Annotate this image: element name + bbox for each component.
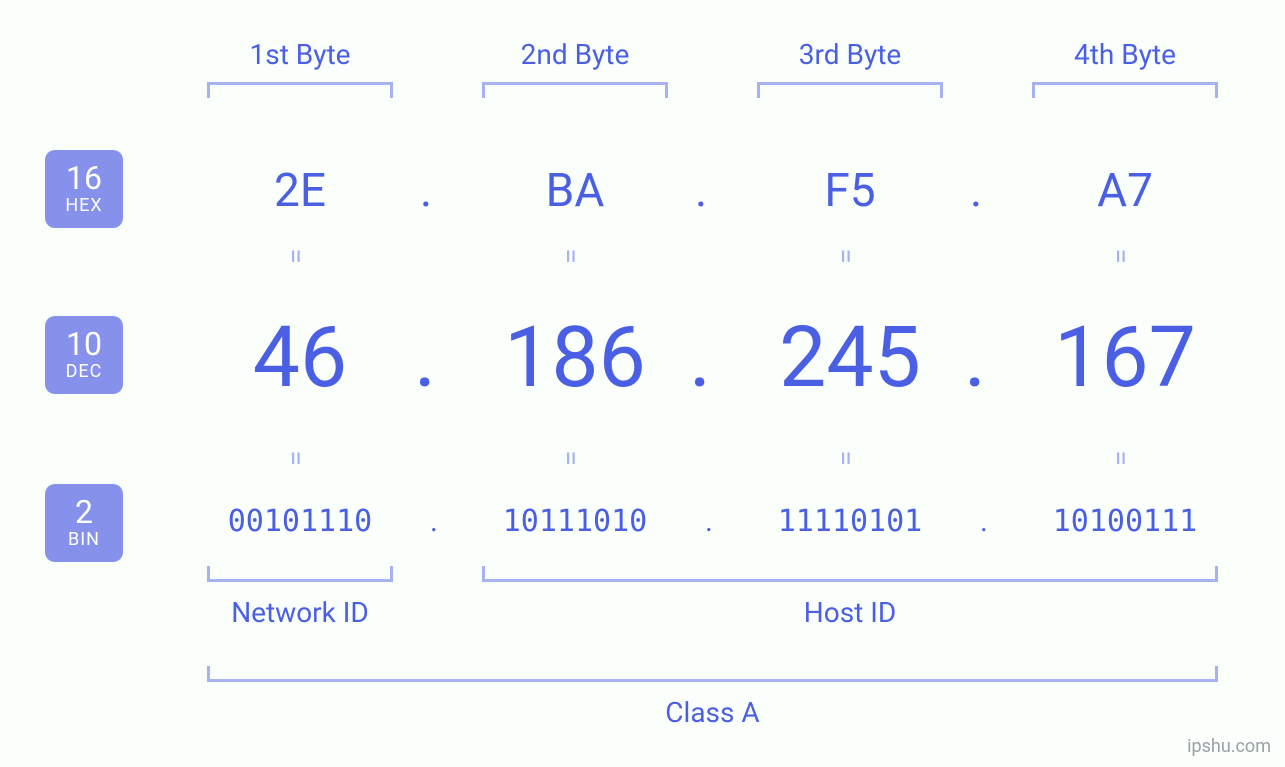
label-host-id: Host ID xyxy=(472,596,1228,629)
hex-dot-1: . xyxy=(420,164,432,218)
bin-byte-4: 10100111 xyxy=(1005,504,1245,539)
bracket-top-byte-3 xyxy=(757,82,943,98)
bin-byte-1: 00101110 xyxy=(180,504,420,539)
eq-dec-bin-3: = xyxy=(830,450,863,462)
bin-dot-2: . xyxy=(705,504,713,539)
dec-byte-2: 186 xyxy=(452,308,698,407)
hex-dot-2: . xyxy=(695,164,707,218)
dec-byte-4: 167 xyxy=(1002,308,1248,407)
eq-dec-bin-2: = xyxy=(555,450,588,462)
base-badge-hex-label: HEX xyxy=(45,197,123,216)
bin-byte-2: 10111010 xyxy=(455,504,695,539)
eq-hex-dec-2: = xyxy=(555,248,588,260)
watermark: ipshu.com xyxy=(1187,736,1271,757)
label-network-id: Network ID xyxy=(197,596,403,629)
byte-header-4: 4th Byte xyxy=(1022,38,1228,71)
base-badge-bin-num: 2 xyxy=(45,496,123,530)
base-badge-hex-num: 16 xyxy=(45,162,123,196)
base-badge-dec-num: 10 xyxy=(45,328,123,362)
base-badge-dec-label: DEC xyxy=(45,363,123,382)
eq-hex-dec-4: = xyxy=(1105,248,1138,260)
label-class: Class A xyxy=(197,696,1228,729)
dec-byte-1: 46 xyxy=(197,308,403,407)
bracket-network-id xyxy=(207,566,393,582)
dec-dot-1: . xyxy=(414,308,436,407)
bin-dot-3: . xyxy=(980,504,988,539)
bin-byte-3: 11110101 xyxy=(730,504,970,539)
hex-byte-4: A7 xyxy=(1022,164,1228,218)
base-badge-dec: 10 DEC xyxy=(45,316,123,394)
eq-hex-dec-3: = xyxy=(830,248,863,260)
bracket-host-id xyxy=(482,566,1218,582)
eq-hex-dec-1: = xyxy=(280,248,313,260)
byte-header-2: 2nd Byte xyxy=(472,38,678,71)
hex-dot-3: . xyxy=(970,164,982,218)
bracket-top-byte-2 xyxy=(482,82,668,98)
hex-byte-1: 2E xyxy=(197,164,403,218)
dec-dot-3: . xyxy=(964,308,986,407)
base-badge-bin: 2 BIN xyxy=(45,484,123,562)
eq-dec-bin-1: = xyxy=(280,450,313,462)
dec-dot-2: . xyxy=(689,308,711,407)
base-badge-bin-label: BIN xyxy=(45,531,123,550)
byte-header-1: 1st Byte xyxy=(197,38,403,71)
bin-dot-1: . xyxy=(430,504,438,539)
bracket-top-byte-1 xyxy=(207,82,393,98)
hex-byte-2: BA xyxy=(472,164,678,218)
ip-bytes-diagram: 1st Byte 2nd Byte 3rd Byte 4th Byte 16 H… xyxy=(0,0,1285,767)
base-badge-hex: 16 HEX xyxy=(45,150,123,228)
bracket-class xyxy=(207,666,1218,682)
hex-byte-3: F5 xyxy=(747,164,953,218)
eq-dec-bin-4: = xyxy=(1105,450,1138,462)
byte-header-3: 3rd Byte xyxy=(747,38,953,71)
bracket-top-byte-4 xyxy=(1032,82,1218,98)
dec-byte-3: 245 xyxy=(727,308,973,407)
